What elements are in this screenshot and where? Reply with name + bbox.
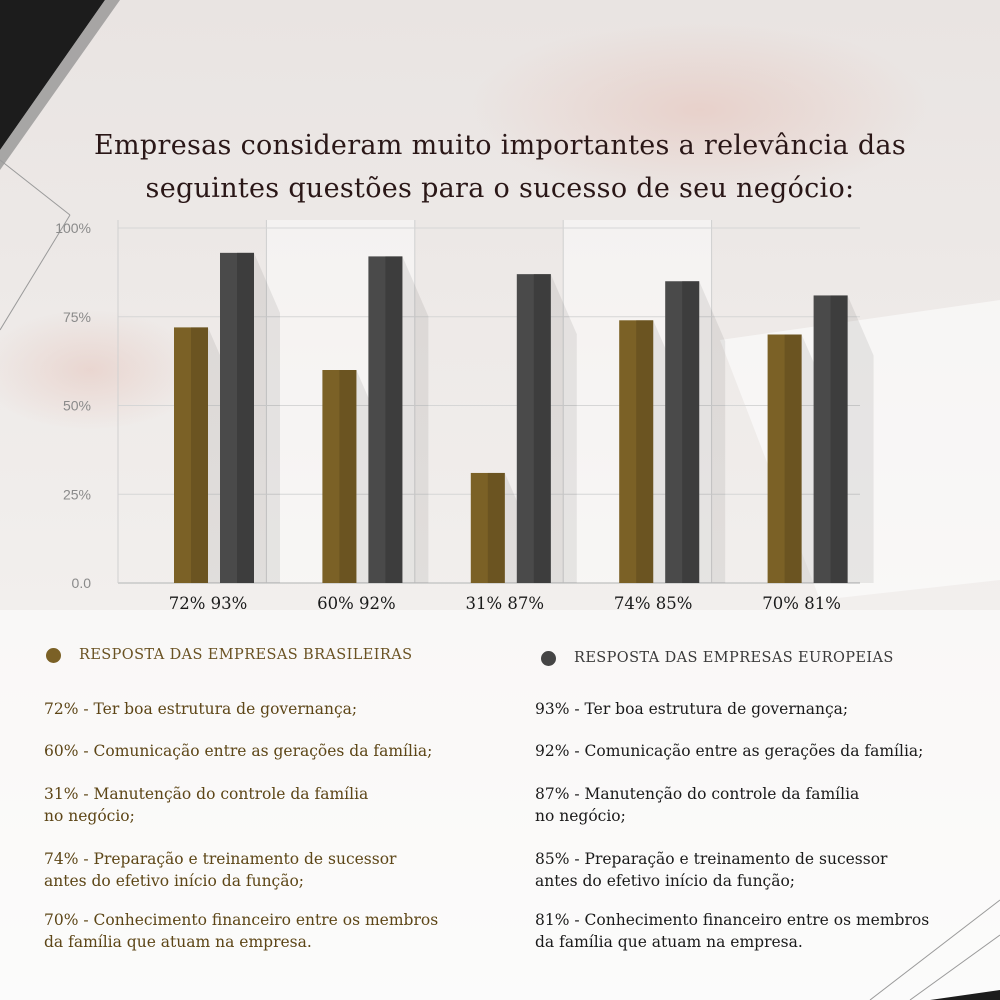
brazil-description-item: 72% - Ter boa estrutura de governança; [44, 700, 358, 718]
bar-side-shade [385, 256, 403, 583]
chart-title-line-2: seguintes questões para o sucesso de seu… [145, 173, 855, 204]
bar-side-shade [636, 320, 654, 583]
bar-shadow [254, 252, 280, 583]
bar-shadow [699, 281, 726, 583]
legend-label-brazil: RESPOSTA DAS EMPRESAS BRASILEIRAS [79, 647, 413, 663]
bar-side-shade [533, 274, 551, 583]
bar-shadow [847, 295, 874, 583]
europe-description-item: 81% - Conhecimento financeiro entre os m… [535, 911, 930, 951]
bar-side-shade [339, 370, 357, 583]
legend-dot-brazil-icon [46, 647, 61, 663]
brazil-description-item: 60% - Comunicação entre as gerações da f… [44, 742, 433, 760]
y-tick-label: 25% [63, 486, 91, 502]
europe-description-item: 85% - Preparação e treinamento de sucess… [535, 850, 888, 890]
brazil-description-item: 74% - Preparação e treinamento de sucess… [44, 850, 397, 890]
legend-dot-europe-icon [541, 650, 556, 666]
legend-label-europe: RESPOSTA DAS EMPRESAS EUROPEIAS [574, 650, 894, 666]
bar-shadow [402, 256, 429, 583]
bar-value-labels: 60% 92% [317, 594, 396, 613]
europe-description-item: 93% - Ter boa estrutura de governança; [535, 700, 849, 718]
bar-side-shade [487, 472, 505, 583]
bar-side-shade [237, 252, 254, 583]
y-tick-label: 50% [63, 398, 91, 414]
legend-item-brazil: RESPOSTA DAS EMPRESAS BRASILEIRAS [46, 647, 412, 663]
brazil-description-item: 31% - Manutenção do controle da família … [44, 785, 369, 825]
europe-description-item: 92% - Comunicação entre as gerações da f… [535, 742, 924, 760]
legend-item-europe: RESPOSTA DAS EMPRESAS EUROPEIAS [541, 650, 894, 666]
bar-side-shade [784, 334, 802, 583]
bar-shadow [550, 274, 577, 583]
y-tick-label: 100% [55, 220, 91, 236]
bar-value-labels: 72% 93% [169, 594, 248, 613]
y-tick-label: 75% [63, 309, 91, 325]
bar-value-labels: 31% 87% [466, 594, 545, 613]
bar-value-labels: 74% 85% [614, 594, 693, 613]
chart-title-line-1: Empresas consideram muito importantes a … [94, 130, 906, 161]
bar-side-shade [191, 327, 208, 583]
bar-value-labels: 70% 81% [762, 594, 841, 613]
bar-side-shade [682, 281, 700, 583]
europe-description-item: 87% - Manutenção do controle da família … [535, 785, 860, 825]
brazil-description-item: 70% - Conhecimento financeiro entre os m… [44, 911, 439, 951]
bar-side-shade [830, 295, 848, 583]
y-tick-label: 0.0 [72, 575, 92, 591]
